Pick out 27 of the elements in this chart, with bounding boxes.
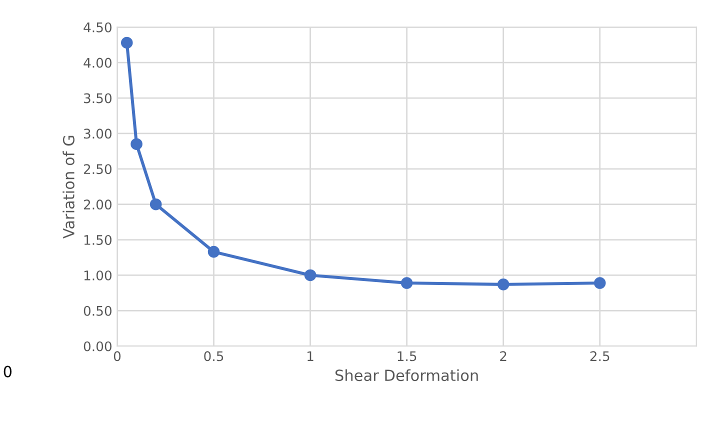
y-tick-label: 0.50 xyxy=(84,306,112,316)
text: 0 xyxy=(4,366,12,378)
x-tick-label: 2.5 xyxy=(590,351,610,362)
y-tick-label: 4.00 xyxy=(84,58,112,68)
point xyxy=(400,277,413,289)
x-tick-label: 0 xyxy=(114,351,121,362)
y-tick-label: 4.50 xyxy=(84,22,112,32)
y-tick-label: 0.00 xyxy=(84,341,112,352)
x-tick-label: 0.5 xyxy=(204,351,224,362)
y-tick-label: 3.00 xyxy=(84,128,112,139)
y-tick-label: 3.50 xyxy=(84,93,112,104)
x-tick-label: 2 xyxy=(500,351,506,361)
point xyxy=(497,278,510,290)
y-tick-label: 1.50 xyxy=(84,235,112,245)
point xyxy=(304,269,316,282)
point xyxy=(594,277,606,289)
point xyxy=(130,138,142,150)
y-tick-label: 2.50 xyxy=(84,164,112,174)
point xyxy=(208,246,220,258)
x-tick-label: 1 xyxy=(308,351,314,361)
y-tick-label: 2.00 xyxy=(84,200,112,210)
point xyxy=(120,36,133,49)
x-axis-title: Shear Deformation xyxy=(335,369,478,382)
x-tick-label: 1.5 xyxy=(398,351,416,362)
y-tick-label: 1.00 xyxy=(84,270,112,280)
y-axis-title: Variation of G xyxy=(62,136,74,239)
point xyxy=(150,198,162,210)
